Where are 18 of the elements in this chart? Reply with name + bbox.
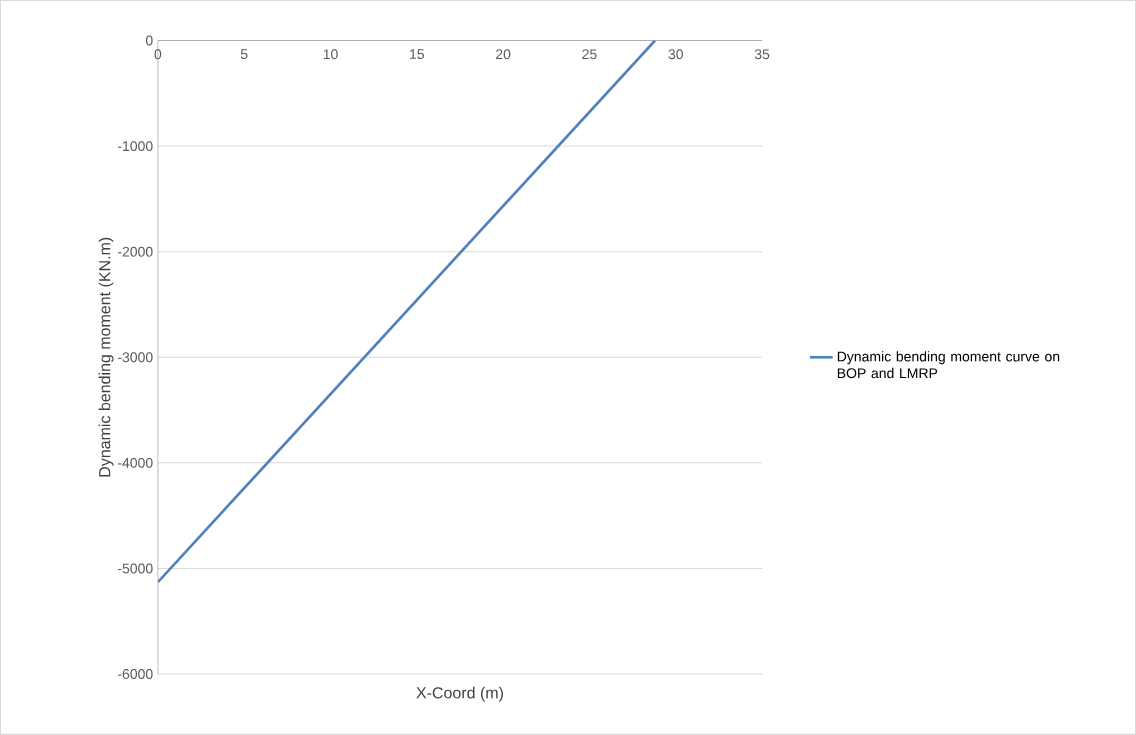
x-tick-label: 10 xyxy=(323,49,338,60)
x-tick-label: 35 xyxy=(754,49,770,60)
x-tick-label: 5 xyxy=(240,49,248,60)
y-tick-label: -1000 xyxy=(117,141,153,152)
x-tick-label: 20 xyxy=(496,49,511,60)
y-tick-label: -3000 xyxy=(117,352,153,363)
y-axis-title: Dynamic bending moment (KN.m) xyxy=(98,237,114,477)
y-tick-label: -5000 xyxy=(117,563,153,574)
y-tick-label: 0 xyxy=(145,35,153,46)
y-tick-label: -6000 xyxy=(117,669,153,680)
x-tick-label: 30 xyxy=(668,49,683,60)
y-tick-label: -4000 xyxy=(117,457,153,468)
x-tick-label: 0 xyxy=(154,49,162,60)
y-tick-label: -2000 xyxy=(117,246,153,257)
x-axis-title: X-Coord (m) xyxy=(416,686,503,702)
legend-label: Dynamic bending moment curve on BOP and LMRP xyxy=(837,351,1060,379)
x-tick-label: 25 xyxy=(582,49,597,60)
x-tick-label: 15 xyxy=(410,49,425,60)
